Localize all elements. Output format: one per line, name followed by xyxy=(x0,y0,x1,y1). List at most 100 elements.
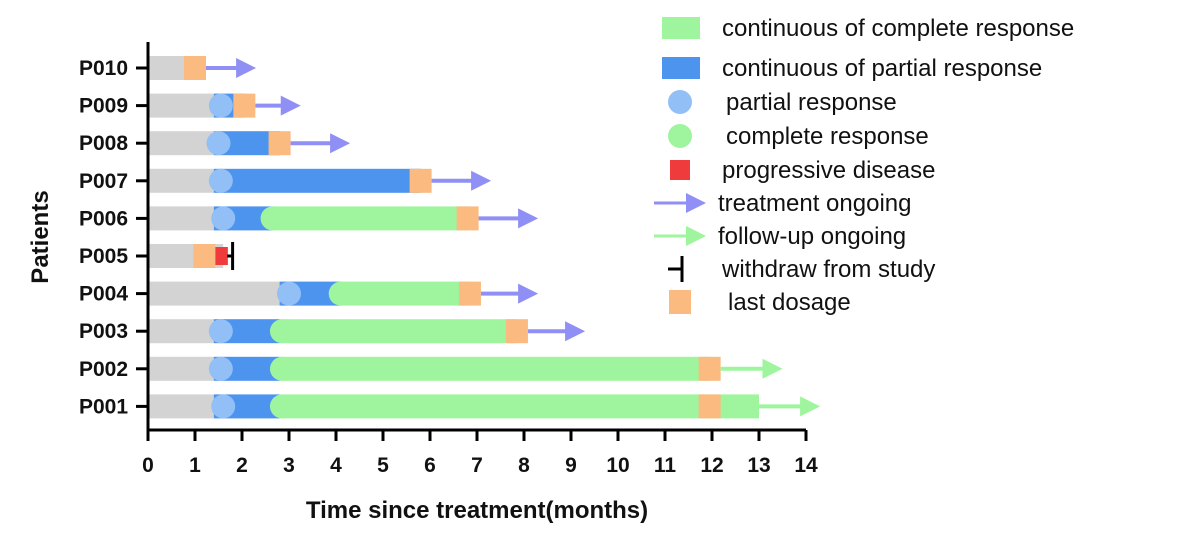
legend-item-follow-arrow: follow-up ongoing xyxy=(654,223,906,250)
partial-response-marker xyxy=(208,168,233,193)
legend-label: withdraw from study xyxy=(721,256,935,283)
complete-response-marker xyxy=(328,281,353,306)
patient-label: P008 xyxy=(79,132,128,155)
legend-label: complete response xyxy=(726,123,929,150)
x-tick-label: 10 xyxy=(606,454,629,477)
patient-label: P002 xyxy=(79,358,128,381)
legend-item-complete-bar: continuous of complete response xyxy=(662,15,1074,42)
baseline-segment xyxy=(148,93,214,118)
legend-label: partial response xyxy=(726,89,897,116)
treatment-arrow xyxy=(480,283,539,304)
x-tick-label: 2 xyxy=(236,454,248,477)
legend-swatch xyxy=(668,90,692,114)
legend-swatch xyxy=(669,290,691,314)
x-tick-label: 12 xyxy=(700,454,723,477)
patient-label: P003 xyxy=(79,320,128,343)
y-axis-title: Patients xyxy=(27,190,54,283)
baseline-segment xyxy=(148,394,214,419)
legend-label: continuous of partial response xyxy=(722,55,1042,82)
legend-swatch xyxy=(654,226,706,246)
partial-segment xyxy=(213,168,421,193)
last-dose-marker xyxy=(233,93,256,118)
x-tick-label: 11 xyxy=(654,454,677,477)
last-dose-marker xyxy=(505,319,528,344)
follow-up-arrow xyxy=(720,358,783,379)
legend: continuous of complete response continuou… xyxy=(654,15,1074,316)
legend-swatch xyxy=(654,193,706,213)
x-tick-label: 14 xyxy=(794,454,818,477)
x-tick-label: 13 xyxy=(747,454,770,477)
patient-label: P001 xyxy=(79,395,128,418)
legend-item-pr-dot: partial response xyxy=(668,89,897,116)
bars-layer xyxy=(148,56,821,419)
partial-response-marker xyxy=(208,319,233,344)
x-tick-label: 6 xyxy=(424,454,436,477)
x-tick-label: 1 xyxy=(189,454,201,477)
last-dose-marker xyxy=(268,131,291,156)
baseline-segment xyxy=(148,281,280,306)
patient-label: P007 xyxy=(79,170,128,193)
treatment-arrow xyxy=(290,133,351,154)
legend-label: progressive disease xyxy=(722,157,935,184)
legend-item-cr-dot: complete response xyxy=(668,123,929,150)
complete-response-marker xyxy=(269,394,294,419)
follow-up-arrow xyxy=(759,396,821,417)
last-dose-marker xyxy=(409,168,432,193)
x-tick-label: 8 xyxy=(518,454,530,477)
x-axis-title: Time since treatment(months) xyxy=(306,497,648,524)
last-dose-marker xyxy=(458,281,481,306)
patient-label: P005 xyxy=(79,245,128,268)
partial-response-marker xyxy=(277,281,301,306)
legend-swatch xyxy=(662,17,700,39)
complete-segment xyxy=(272,206,468,231)
patient-label: P004 xyxy=(79,283,128,306)
baseline-segment xyxy=(148,244,195,268)
patient-label: P006 xyxy=(79,207,128,230)
baseline-segment xyxy=(148,168,214,193)
ticks-layer: 0 1 2 3 4 5 6 7 8 9 10 11 12 13 14P010P009P008P007P006… xyxy=(79,57,818,477)
legend-label: last dosage xyxy=(728,289,851,316)
legend-item-withdraw: withdraw from study xyxy=(668,256,935,283)
partial-response-marker xyxy=(211,206,236,231)
legend-swatch xyxy=(668,256,684,282)
baseline-segment xyxy=(148,356,214,381)
x-tick-label: 4 xyxy=(330,454,342,477)
baseline-segment xyxy=(148,131,214,156)
baseline-segment xyxy=(148,206,214,231)
complete-response-marker xyxy=(260,206,285,231)
legend-swatch xyxy=(662,57,700,79)
partial-response-marker xyxy=(208,93,233,118)
partial-response-marker xyxy=(211,394,236,419)
legend-label: continuous of complete response xyxy=(722,15,1074,42)
last-dose-marker xyxy=(456,206,479,231)
last-dose-marker xyxy=(698,356,721,381)
patient-label: P010 xyxy=(79,57,128,80)
complete-response-marker xyxy=(269,356,294,381)
treatment-arrow xyxy=(527,321,586,342)
treatment-arrow xyxy=(206,58,257,78)
last-dose-marker xyxy=(698,394,721,419)
last-dose-marker xyxy=(193,244,216,268)
withdraw-marker xyxy=(227,242,235,270)
legend-item-partial-bar: continuous of partial response xyxy=(662,55,1042,82)
complete-segment xyxy=(340,281,470,306)
legend-item-pd-square: progressive disease xyxy=(670,157,935,184)
x-tick-label: 3 xyxy=(283,454,295,477)
x-tick-label: 5 xyxy=(377,454,389,477)
progressive-disease-marker xyxy=(213,247,228,265)
treatment-arrow xyxy=(431,170,492,191)
legend-item-last-dose: last dosage xyxy=(669,289,851,316)
complete-segment xyxy=(279,356,710,381)
partial-response-marker xyxy=(208,356,233,381)
complete-response-marker xyxy=(269,319,294,344)
partial-response-marker xyxy=(206,131,231,156)
legend-label: treatment ongoing xyxy=(718,190,911,217)
x-tick-label: 7 xyxy=(471,454,483,477)
treatment-arrow xyxy=(478,208,539,229)
last-dose-marker xyxy=(184,56,206,80)
patient-label: P009 xyxy=(79,95,128,118)
x-tick-label: 0 xyxy=(142,454,154,477)
legend-swatch xyxy=(670,160,690,180)
legend-label: follow-up ongoing xyxy=(718,223,906,250)
